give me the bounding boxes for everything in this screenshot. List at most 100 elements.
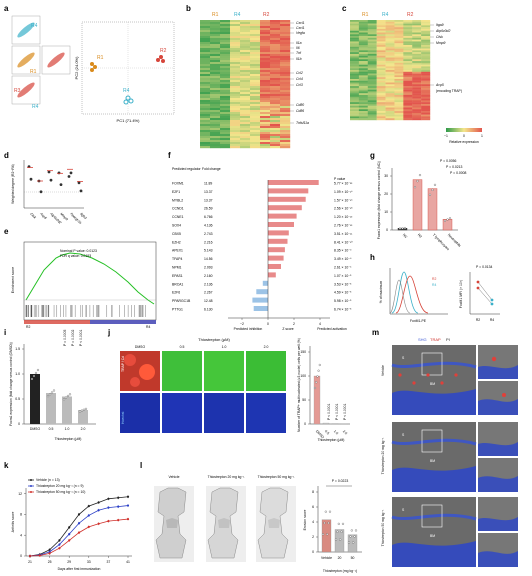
heat-cell — [270, 58, 281, 61]
heat-cell — [358, 107, 368, 110]
heat-cell — [260, 86, 271, 89]
heat-cell — [200, 34, 211, 37]
h-right-x-r2: R2 — [476, 318, 480, 322]
data-point — [97, 509, 100, 512]
heatmap-b-col-r4: R4 — [234, 12, 241, 18]
heat-cell — [230, 112, 241, 115]
regulator-name: NPM1 — [172, 266, 182, 270]
data-point — [87, 504, 90, 508]
heat-cell — [412, 84, 422, 87]
replicate-dot — [316, 375, 319, 378]
i-pval-3: P < 0.0001 — [79, 329, 83, 346]
heat-cell — [200, 50, 211, 53]
heat-cell — [403, 73, 413, 76]
heat-cell — [280, 38, 291, 41]
heat-cell — [358, 73, 368, 76]
heat-cell — [270, 140, 281, 143]
l-bar-xlabel: Thiostrepton (mg kg⁻¹) — [323, 569, 357, 573]
heat-cell — [394, 116, 404, 119]
heat-cell — [385, 45, 395, 47]
k-xticks: 21 25 29 33 37 41 — [28, 556, 130, 564]
heat-cell — [250, 136, 261, 139]
heat-cell — [280, 100, 291, 103]
category-label: 1.0 — [65, 427, 70, 431]
heat-cell — [210, 70, 221, 73]
heat-cell — [200, 20, 211, 23]
heat-cell — [220, 96, 231, 99]
heat-cell — [350, 96, 360, 99]
heat-cell — [394, 68, 404, 71]
j-col-05: 0.5 — [180, 345, 185, 349]
heat-cell — [260, 40, 271, 43]
data-point — [97, 501, 100, 504]
regulator-name: PTTG1 — [172, 308, 183, 312]
heat-cell — [367, 41, 377, 44]
heat-cell — [376, 37, 386, 40]
heat-cell — [412, 53, 422, 56]
legend-label: Thiostrepton 20 mg kg⁻¹ (n = 9) — [36, 484, 84, 488]
data-point — [29, 177, 33, 181]
heat-cell — [280, 132, 291, 135]
trap-signal — [412, 381, 416, 385]
heat-cell — [385, 73, 395, 76]
heat-cell — [240, 118, 251, 121]
heat-cell — [210, 28, 221, 31]
category-label: 0.5 — [49, 427, 54, 431]
heat-cell — [250, 134, 261, 137]
heat-cell — [403, 95, 413, 97]
heat-cell — [260, 60, 271, 63]
heat-cell — [270, 116, 281, 119]
regulator-name: BRCA1 — [172, 282, 183, 286]
heat-cell — [385, 89, 395, 92]
heat-cell — [376, 109, 386, 112]
heat-cell — [200, 52, 211, 55]
heat-cell — [421, 57, 431, 60]
f-header-regulator: Predicted regulator — [172, 167, 202, 171]
heat-cell — [412, 93, 422, 96]
legend-tick-neg: −1 — [444, 134, 448, 138]
heat-cell — [260, 104, 271, 107]
heat-cell — [394, 86, 404, 89]
heat-cell — [230, 98, 241, 101]
heat-cell — [376, 21, 386, 24]
heat-cell — [385, 114, 395, 117]
heat-cell — [376, 46, 386, 49]
heat-cell — [350, 64, 360, 67]
heat-cell — [280, 44, 291, 47]
j-bar-ylabel: Number of TRAP+ multinucleated (≥3 nucle… — [297, 338, 301, 432]
heat-cell — [350, 112, 360, 115]
p-value: 5.77 × 10⁻²³ — [334, 182, 353, 186]
heat-cell — [358, 103, 368, 106]
panel-label-d: d — [4, 151, 9, 160]
heat-cell — [280, 56, 291, 59]
heat-cell — [260, 56, 271, 59]
heat-cell — [230, 24, 241, 27]
heat-cell — [240, 96, 251, 99]
gsea-left-group: R2 — [26, 325, 30, 329]
heat-cell — [270, 92, 281, 95]
data-point — [77, 522, 81, 525]
replicate-dot — [64, 396, 68, 399]
fold-change: 14.56 — [204, 257, 213, 261]
heat-cell — [421, 23, 431, 26]
heat-cell — [394, 82, 404, 85]
heat-cell — [270, 28, 281, 31]
g-pval-3: P = 0.0008 — [450, 171, 467, 175]
heat-cell — [250, 36, 261, 39]
heat-cell — [220, 86, 231, 89]
replicate-dot — [80, 409, 84, 412]
heat-cell — [250, 60, 261, 63]
category-label: Neutrophils — [447, 233, 462, 248]
replicate-dot — [337, 522, 340, 525]
heat-cell — [270, 142, 281, 145]
heat-cell — [280, 36, 291, 39]
heat-cell — [260, 96, 271, 99]
heat-cell — [358, 70, 368, 72]
regulator-name: APEX1 — [172, 249, 183, 253]
heat-cell — [367, 73, 377, 76]
heat-cell — [280, 40, 291, 43]
heat-cell — [412, 32, 422, 35]
heat-cell — [270, 108, 281, 111]
i-pval-2: P = 0.0002 — [71, 329, 75, 346]
